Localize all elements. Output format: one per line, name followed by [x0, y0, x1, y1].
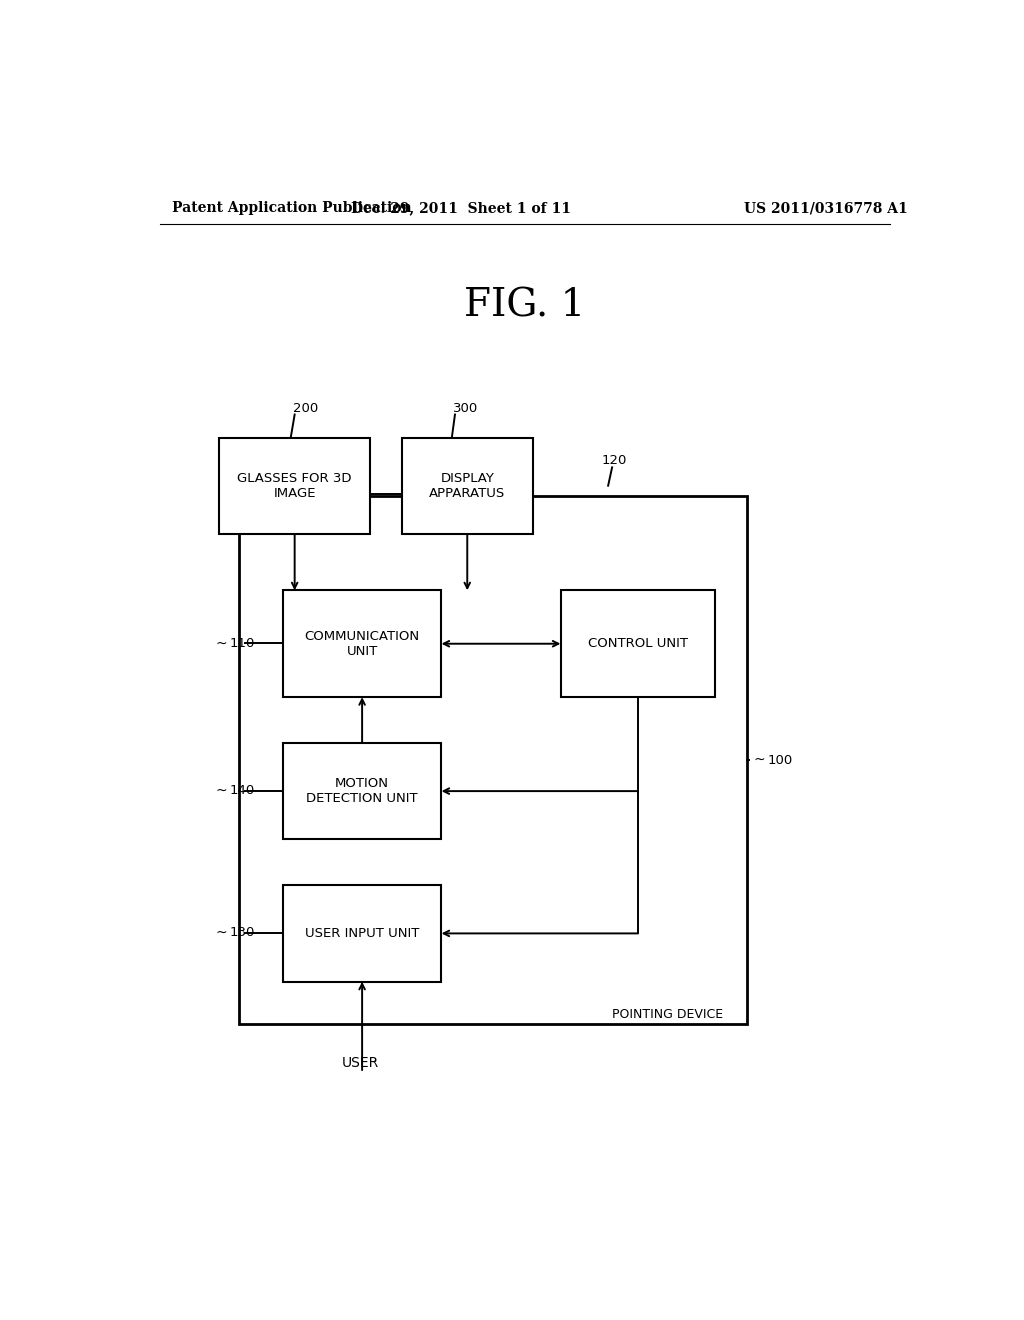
Text: 110: 110 — [229, 636, 255, 649]
Text: 300: 300 — [454, 401, 478, 414]
Text: USER: USER — [342, 1056, 379, 1071]
Bar — [283, 743, 441, 840]
Bar — [240, 496, 748, 1024]
Text: USER INPUT UNIT: USER INPUT UNIT — [305, 927, 419, 940]
Text: FIG. 1: FIG. 1 — [464, 288, 586, 325]
Text: 200: 200 — [293, 401, 318, 414]
Text: ~: ~ — [216, 925, 227, 940]
Text: 130: 130 — [229, 927, 255, 940]
Text: 140: 140 — [229, 784, 255, 797]
Bar — [283, 590, 441, 697]
Bar — [219, 438, 370, 535]
Text: GLASSES FOR 3D
IMAGE: GLASSES FOR 3D IMAGE — [238, 473, 352, 500]
Text: POINTING DEVICE: POINTING DEVICE — [612, 1007, 723, 1020]
Text: ~: ~ — [754, 754, 766, 767]
Text: MOTION
DETECTION UNIT: MOTION DETECTION UNIT — [306, 777, 418, 805]
Bar — [401, 438, 532, 535]
Text: Patent Application Publication: Patent Application Publication — [172, 201, 412, 215]
Text: COMMUNICATION
UNIT: COMMUNICATION UNIT — [304, 630, 420, 657]
Text: Dec. 29, 2011  Sheet 1 of 11: Dec. 29, 2011 Sheet 1 of 11 — [351, 201, 571, 215]
Text: 120: 120 — [602, 454, 627, 467]
Text: US 2011/0316778 A1: US 2011/0316778 A1 — [744, 201, 908, 215]
Text: CONTROL UNIT: CONTROL UNIT — [588, 638, 688, 651]
Text: ~: ~ — [216, 636, 227, 651]
Text: 100: 100 — [768, 754, 793, 767]
Bar — [560, 590, 715, 697]
Text: DISPLAY
APPARATUS: DISPLAY APPARATUS — [429, 473, 506, 500]
Text: ~: ~ — [216, 784, 227, 797]
Bar — [283, 886, 441, 982]
